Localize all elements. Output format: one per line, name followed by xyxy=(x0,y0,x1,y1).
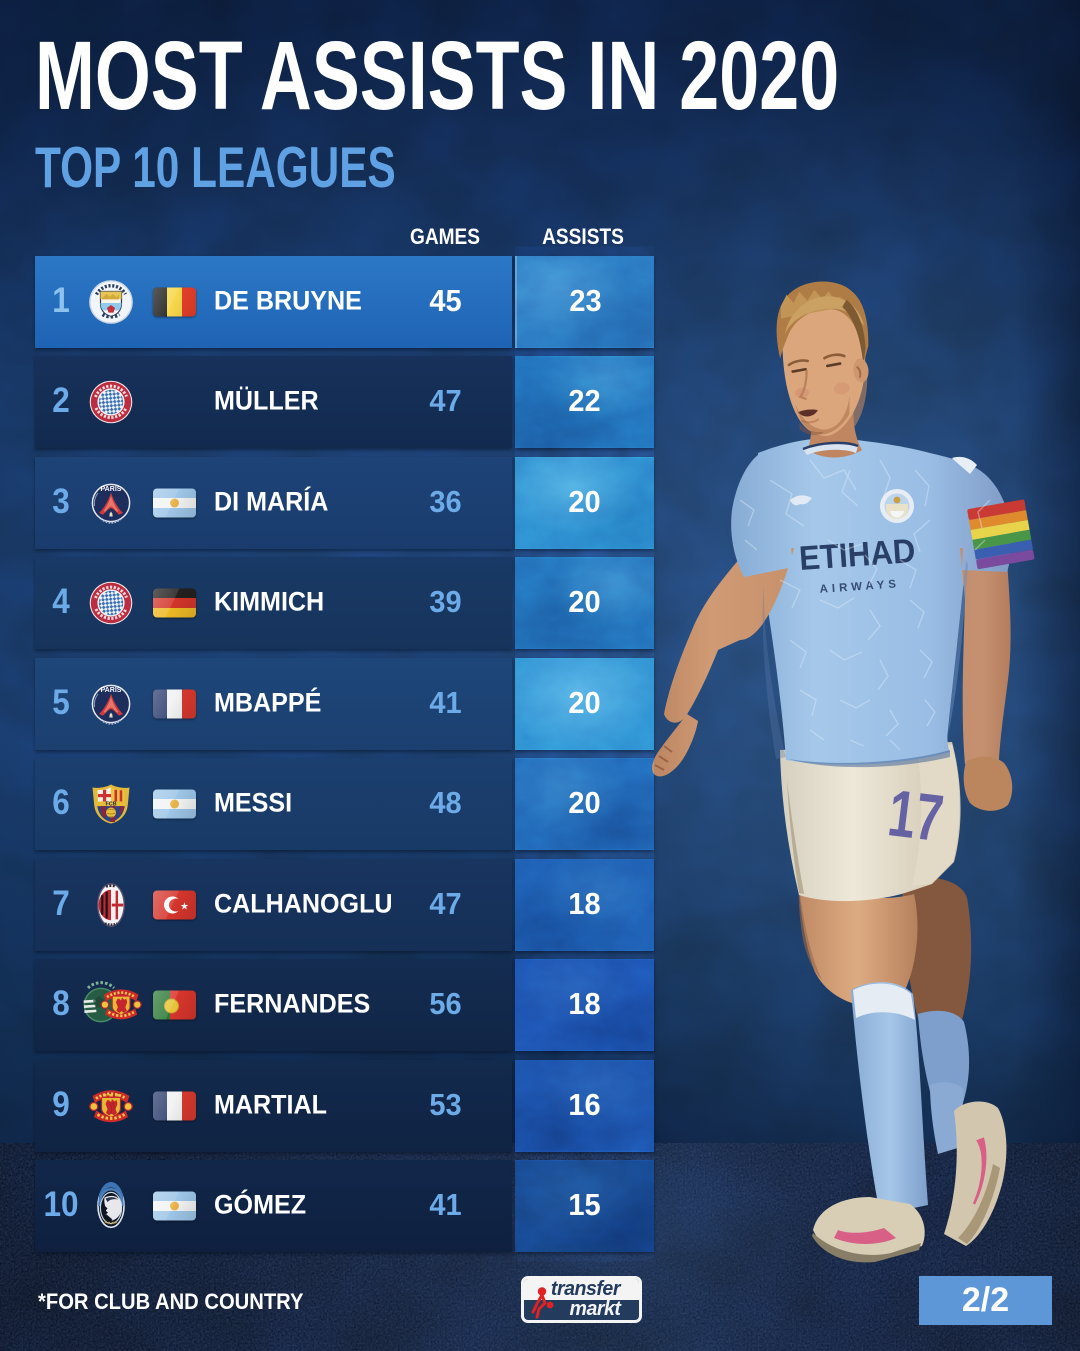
svg-text:17: 17 xyxy=(884,776,947,856)
svg-text:FCB: FCB xyxy=(105,802,116,808)
svg-text:ETIHAD: ETIHAD xyxy=(798,531,917,578)
svg-text:PARIS: PARIS xyxy=(101,485,122,493)
svg-text:PARIS: PARIS xyxy=(101,685,122,693)
svg-text:AIRWAYS: AIRWAYS xyxy=(819,578,900,596)
